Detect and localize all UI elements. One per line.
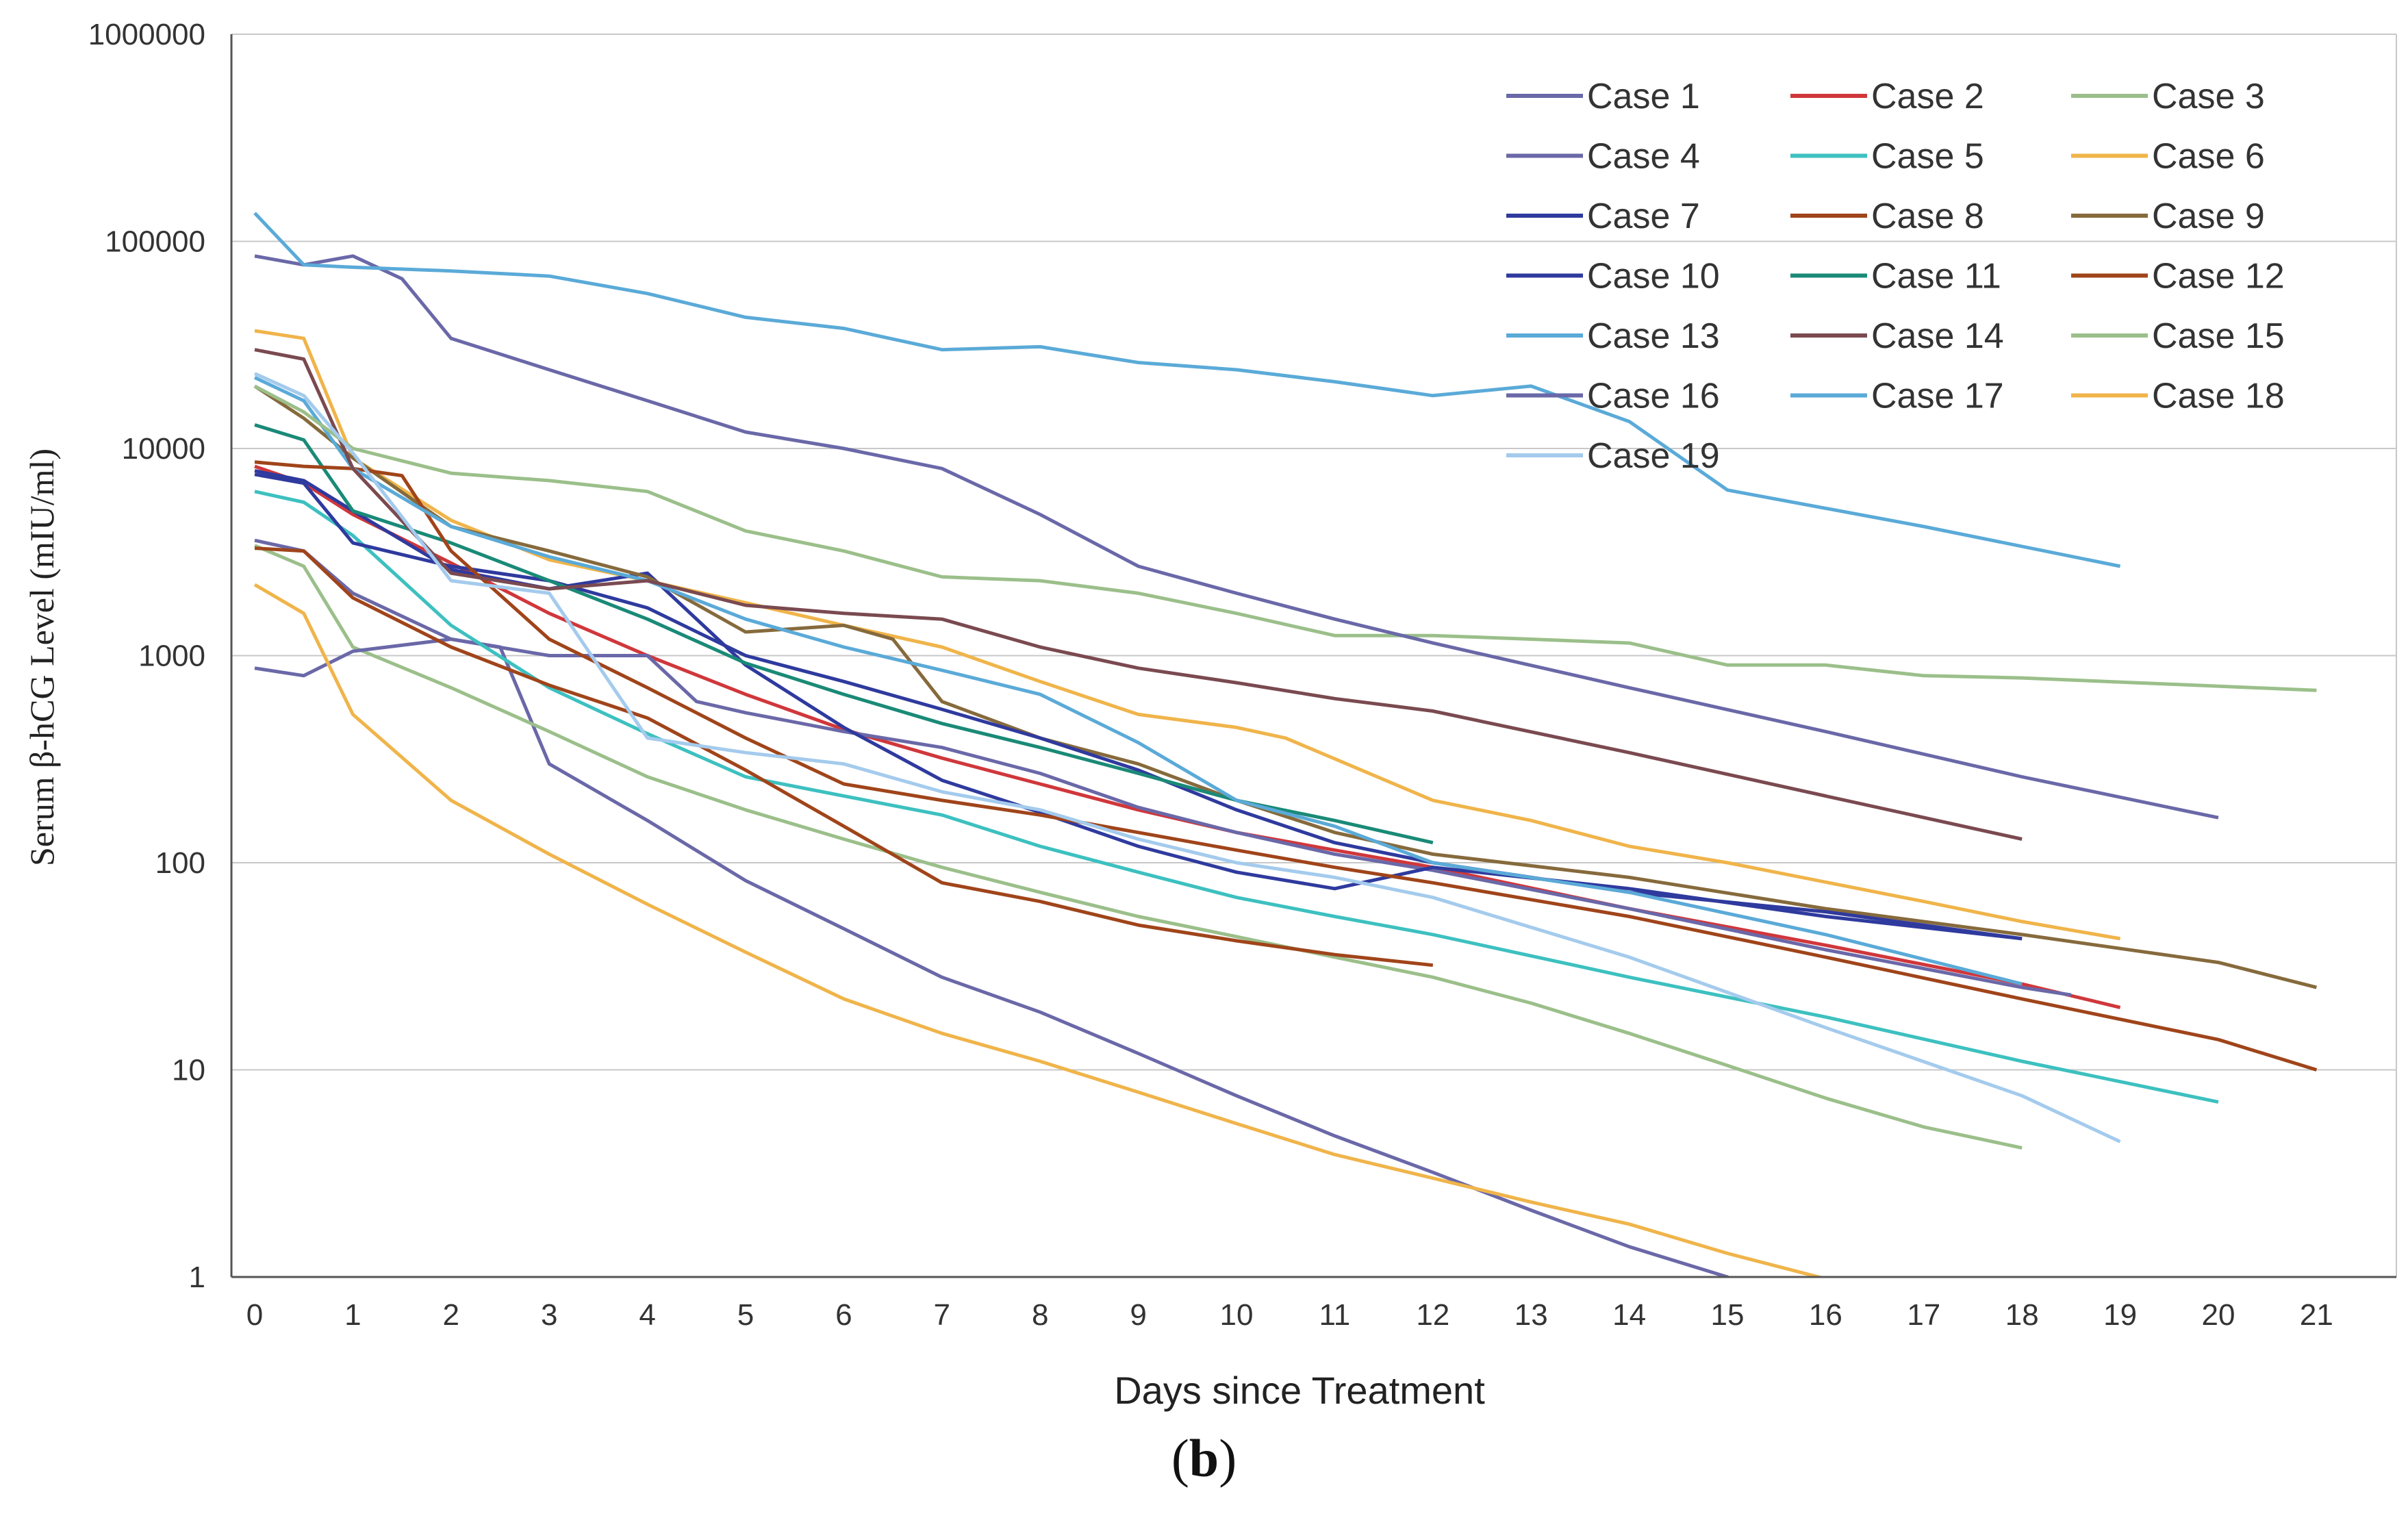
x-tick-label: 12 [1416,1298,1449,1332]
x-tick-label: 19 [2103,1298,2137,1332]
x-tick-label: 16 [1809,1298,1842,1332]
x-tick-label: 4 [639,1298,655,1332]
y-axis-title: Serum β-hCG Level (mIU/ml) [23,448,61,866]
caption-open-paren: ( [1171,1428,1189,1488]
x-tick-label: 13 [1514,1298,1548,1332]
series-line-case-7 [254,469,2023,941]
series-lines [253,212,2318,1277]
series-line-case-11 [254,423,1434,845]
legend-label: Case 3 [2152,77,2265,116]
x-tick-label: 10 [1220,1298,1254,1332]
series-line-case-15 [253,384,2317,692]
y-tick-label: 10000 [122,432,205,466]
legend-label: Case 5 [1871,137,1984,177]
legend-label: Case 12 [2152,257,2285,296]
x-tick-label: 0 [246,1298,263,1332]
x-tick-label: 3 [541,1298,557,1332]
legend-label: Case 15 [2152,316,2285,356]
x-tick-label: 1 [344,1298,361,1332]
series-line-case-12 [254,460,2318,1072]
legend-label: Case 8 [1871,197,1984,236]
series-line-case-17 [253,212,2121,568]
legend-label: Case 1 [1587,77,1700,116]
x-tick-label: 15 [1711,1298,1745,1332]
x-tick-label: 20 [2202,1298,2235,1332]
legend-label: Case 18 [2152,377,2285,416]
y-tick-label: 1000 [138,640,205,673]
figure-caption: (b) [0,1428,2408,1489]
x-tick-label: 7 [934,1298,950,1332]
x-tick-label: 17 [1907,1298,1940,1332]
x-tick-label: 6 [835,1298,852,1332]
x-tick-label: 5 [737,1298,754,1332]
legend-label: Case 11 [1871,257,2001,296]
legend-label: Case 19 [1587,436,1720,476]
legend-label: Case 7 [1587,197,1700,236]
x-tick-label: 11 [1319,1298,1351,1332]
x-axis-title: Days since Treatment [1114,1369,1485,1412]
caption-close-paren: ) [1219,1428,1237,1488]
legend: Case 1 Case 2 Case 3 Case 4 Case 5 Case 6 Case… [1506,77,2285,476]
series-line-case-18 [253,583,1825,1277]
x-tick-label: 21 [2300,1298,2333,1332]
legend-label: Case 10 [1587,257,1720,296]
series-line-case-3 [254,544,2023,1150]
x-tick-label: 18 [2005,1298,2039,1332]
legend-label: Case 9 [2152,197,2265,236]
legend-label: Case 17 [1871,377,2004,416]
caption-letter: b [1189,1428,1219,1488]
legend-label: Case 4 [1587,137,1700,177]
series-line-case-5 [254,490,2219,1104]
x-axis-ticks: 0 1 2 3 4 5 6 7 8 9 10 11 12 13 14 15 16 17 18 19 20 21 [246,1298,2333,1332]
series-line-case-13 [253,376,2023,986]
series-line-case-9 [253,384,2318,989]
legend-label: Case 16 [1587,377,1720,416]
legend-label: Case 6 [2152,137,2265,177]
series-line-case-4 [254,637,2072,997]
y-tick-label: 100 [155,846,205,880]
x-tick-label: 8 [1032,1298,1048,1332]
y-tick-label: 1 [189,1261,205,1294]
series-line-case-19 [253,372,2121,1143]
x-tick-label: 9 [1130,1298,1146,1332]
y-tick-label: 10 [172,1054,205,1087]
y-tick-label: 100000 [105,225,205,259]
legend-label: Case 14 [1871,316,2004,356]
y-axis-ticks: 1 10 100 1000 10000 100000 1000000 [88,18,205,1294]
x-tick-label: 14 [1612,1298,1646,1332]
legend-label: Case 13 [1587,316,1720,356]
series-line-case-1 [254,538,1732,1277]
series-line-case-6 [254,329,2121,941]
y-tick-label: 1000000 [88,18,205,51]
series-line-case-8 [254,546,1434,967]
series-line-case-16 [254,254,2219,820]
legend-label: Case 2 [1871,77,1984,116]
x-tick-label: 2 [443,1298,459,1332]
